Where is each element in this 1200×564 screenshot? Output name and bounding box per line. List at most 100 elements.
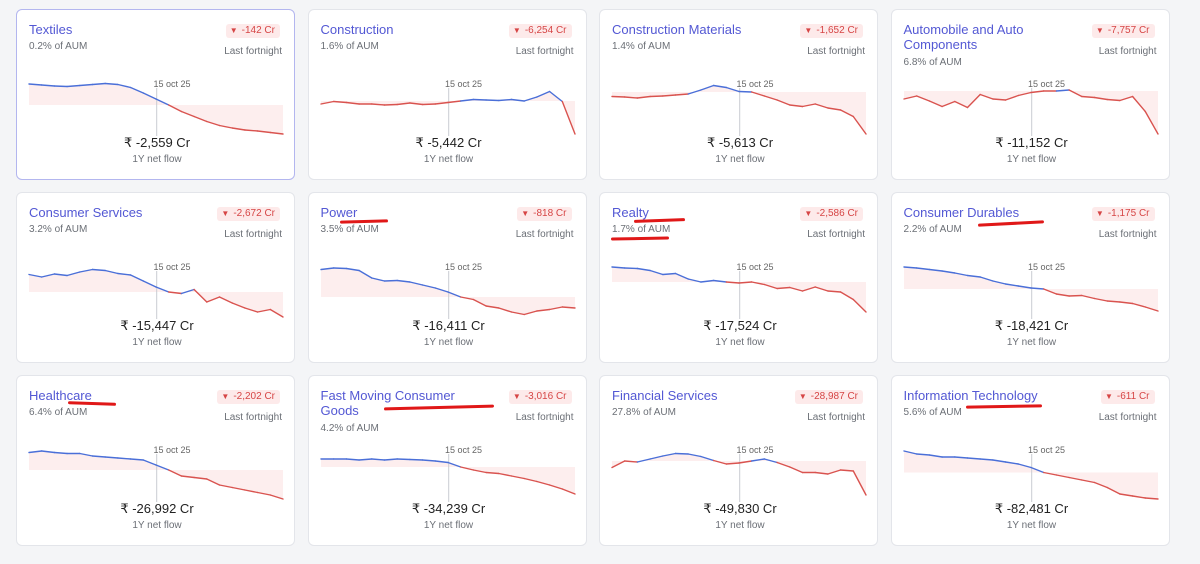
net-flow-value: ₹ -17,524 Cr: [703, 318, 777, 333]
sparkline-segment: [763, 95, 778, 101]
aum-share: 6.4% of AUM: [29, 407, 88, 418]
fortnight-change-badge: ▼ -611 Cr: [1100, 390, 1155, 404]
fortnight-change-badge: ▼ -28,987 Cr: [794, 390, 863, 404]
sparkline-segment: [915, 267, 930, 271]
fortnight-change-value: -2,586 Cr: [816, 208, 858, 219]
aum-share: 2.2% of AUM: [903, 224, 962, 235]
net-flow-value: ₹ -18,421 Cr: [994, 318, 1069, 333]
chart-date-label: 15 oct 25: [725, 79, 785, 89]
sparkline-segment: [244, 307, 259, 313]
sparkline-segment: [1080, 479, 1095, 484]
sparkline-segment: [1055, 474, 1070, 479]
sector-card-fast-moving-consumer-goods[interactable]: Fast Moving Consumer Goods 4.2% of AUM ▼…: [307, 375, 587, 546]
sector-card-textiles[interactable]: Textiles 0.2% of AUM ▼ -142 Cr Last fort…: [16, 9, 295, 180]
sparkline-segment: [966, 93, 981, 109]
sparkline-segment: [750, 91, 766, 97]
net-flow-label: 1Y net flow: [132, 337, 182, 348]
fortnight-change-value: -818 Cr: [533, 208, 567, 219]
sparkline-segment: [763, 283, 778, 290]
sparkline-segment: [332, 100, 347, 104]
fortnight-change-value: -142 Cr: [241, 25, 275, 36]
sector-card-financial-services[interactable]: Financial Services 27.8% of AUM ▼ -28,98…: [599, 375, 878, 546]
sparkline-segment: [966, 457, 981, 460]
net-flow-sparkline: [611, 452, 867, 502]
period-label: Last fortnight: [1098, 46, 1157, 57]
sparkline-segment: [345, 101, 360, 105]
aum-share: 1.6% of AUM: [320, 41, 379, 52]
fortnight-change-value: -28,987 Cr: [810, 391, 858, 402]
sparkline-segment: [370, 458, 385, 461]
chart-date-label: 15 oct 25: [1016, 79, 1077, 89]
sparkline-segment: [497, 307, 512, 313]
net-flow-sparkline: [902, 450, 1159, 502]
sparkline-segment: [1144, 306, 1159, 312]
sparkline-segment: [687, 278, 702, 283]
sparkline-segment: [408, 458, 423, 461]
sparkline-segment: [649, 455, 664, 460]
sparkline-segment: [446, 461, 461, 468]
sparkline-segment: [206, 478, 221, 486]
sparkline-segment: [180, 288, 195, 295]
sparkline-segment: [155, 286, 170, 293]
sparkline-segment: [674, 452, 689, 455]
sparkline-segment: [978, 276, 994, 282]
sparkline-segment: [53, 451, 68, 455]
sector-title: Textiles: [29, 22, 73, 37]
sparkline-segment: [915, 95, 930, 102]
sector-card-automobile-and-auto-components[interactable]: Automobile and Auto Components 6.8% of A…: [890, 9, 1170, 180]
sparkline-segment: [750, 458, 766, 462]
aum-share: 27.8% of AUM: [612, 407, 676, 418]
period-label: Last fortnight: [807, 412, 865, 423]
sparkline-segment: [700, 279, 715, 283]
fortnight-change-badge: ▼ -2,586 Cr: [800, 207, 863, 221]
sector-title: Construction Materials: [612, 22, 742, 37]
sparkline-segment: [522, 96, 538, 102]
sparkline-segment: [40, 450, 56, 454]
sparkline-segment: [332, 267, 347, 270]
sparkline-segment: [104, 269, 119, 275]
sparkline-segment: [269, 494, 284, 500]
sparkline-segment: [1029, 287, 1044, 290]
net-flow-value: ₹ -49,830 Cr: [703, 501, 777, 516]
sparkline-segment: [991, 98, 1006, 101]
sparkline-area: [29, 451, 283, 499]
sparkline-area: [29, 269, 283, 317]
sector-card-information-technology[interactable]: Information Technology 5.6% of AUM ▼ -61…: [890, 375, 1170, 546]
down-triangle-icon: ▼: [512, 392, 521, 401]
net-flow-sparkline: [319, 267, 576, 319]
aum-share: 1.4% of AUM: [612, 41, 671, 52]
sector-title: Healthcare: [29, 388, 92, 403]
sparkline-segment: [1042, 288, 1057, 295]
sector-card-realty[interactable]: Realty 1.7% of AUM ▼ -2,586 Cr Last fort…: [599, 192, 878, 363]
aum-share: 5.6% of AUM: [903, 407, 962, 418]
sparkline-segment: [421, 103, 436, 106]
sparkline-segment: [28, 273, 43, 278]
sparkline-segment: [1004, 94, 1019, 101]
sparkline-segment: [789, 286, 804, 292]
net-flow-sparkline: [319, 88, 576, 136]
sparkline-segment: [915, 453, 930, 456]
sector-card-consumer-services[interactable]: Consumer Services 3.2% of AUM ▼ -2,672 C…: [16, 192, 295, 363]
down-triangle-icon: ▼: [804, 26, 813, 35]
sparkline-segment: [966, 274, 981, 278]
sparkline-segment: [345, 267, 360, 272]
aum-share: 1.7% of AUM: [612, 224, 671, 235]
sparkline-segment: [91, 455, 106, 458]
sparkline-segment: [40, 273, 56, 278]
sector-card-power[interactable]: Power 3.5% of AUM ▼ -818 Cr Last fortnig…: [307, 192, 587, 363]
sparkline-segment: [510, 475, 525, 480]
sector-card-construction[interactable]: Construction 1.6% of AUM ▼ -6,254 Cr Las…: [307, 9, 587, 180]
sparkline-segment: [79, 83, 94, 87]
sparkline-segment: [852, 470, 867, 496]
net-flow-label: 1Y net flow: [1006, 520, 1057, 531]
sparkline-segment: [472, 469, 487, 474]
sector-card-consumer-durables[interactable]: Consumer Durables 2.2% of AUM ▼ -1,175 C…: [890, 192, 1170, 363]
sparkline-segment: [1105, 300, 1121, 303]
sparkline-segment: [244, 129, 259, 132]
sector-card-healthcare[interactable]: Healthcare 6.4% of AUM ▼ -2,202 Cr Last …: [16, 375, 295, 546]
sparkline-segment: [28, 450, 43, 454]
sector-card-construction-materials[interactable]: Construction Materials 1.4% of AUM ▼ -1,…: [599, 9, 878, 180]
sparkline-segment: [142, 280, 157, 288]
net-flow-label: 1Y net flow: [715, 337, 765, 348]
net-flow-label: 1Y net flow: [715, 154, 765, 165]
